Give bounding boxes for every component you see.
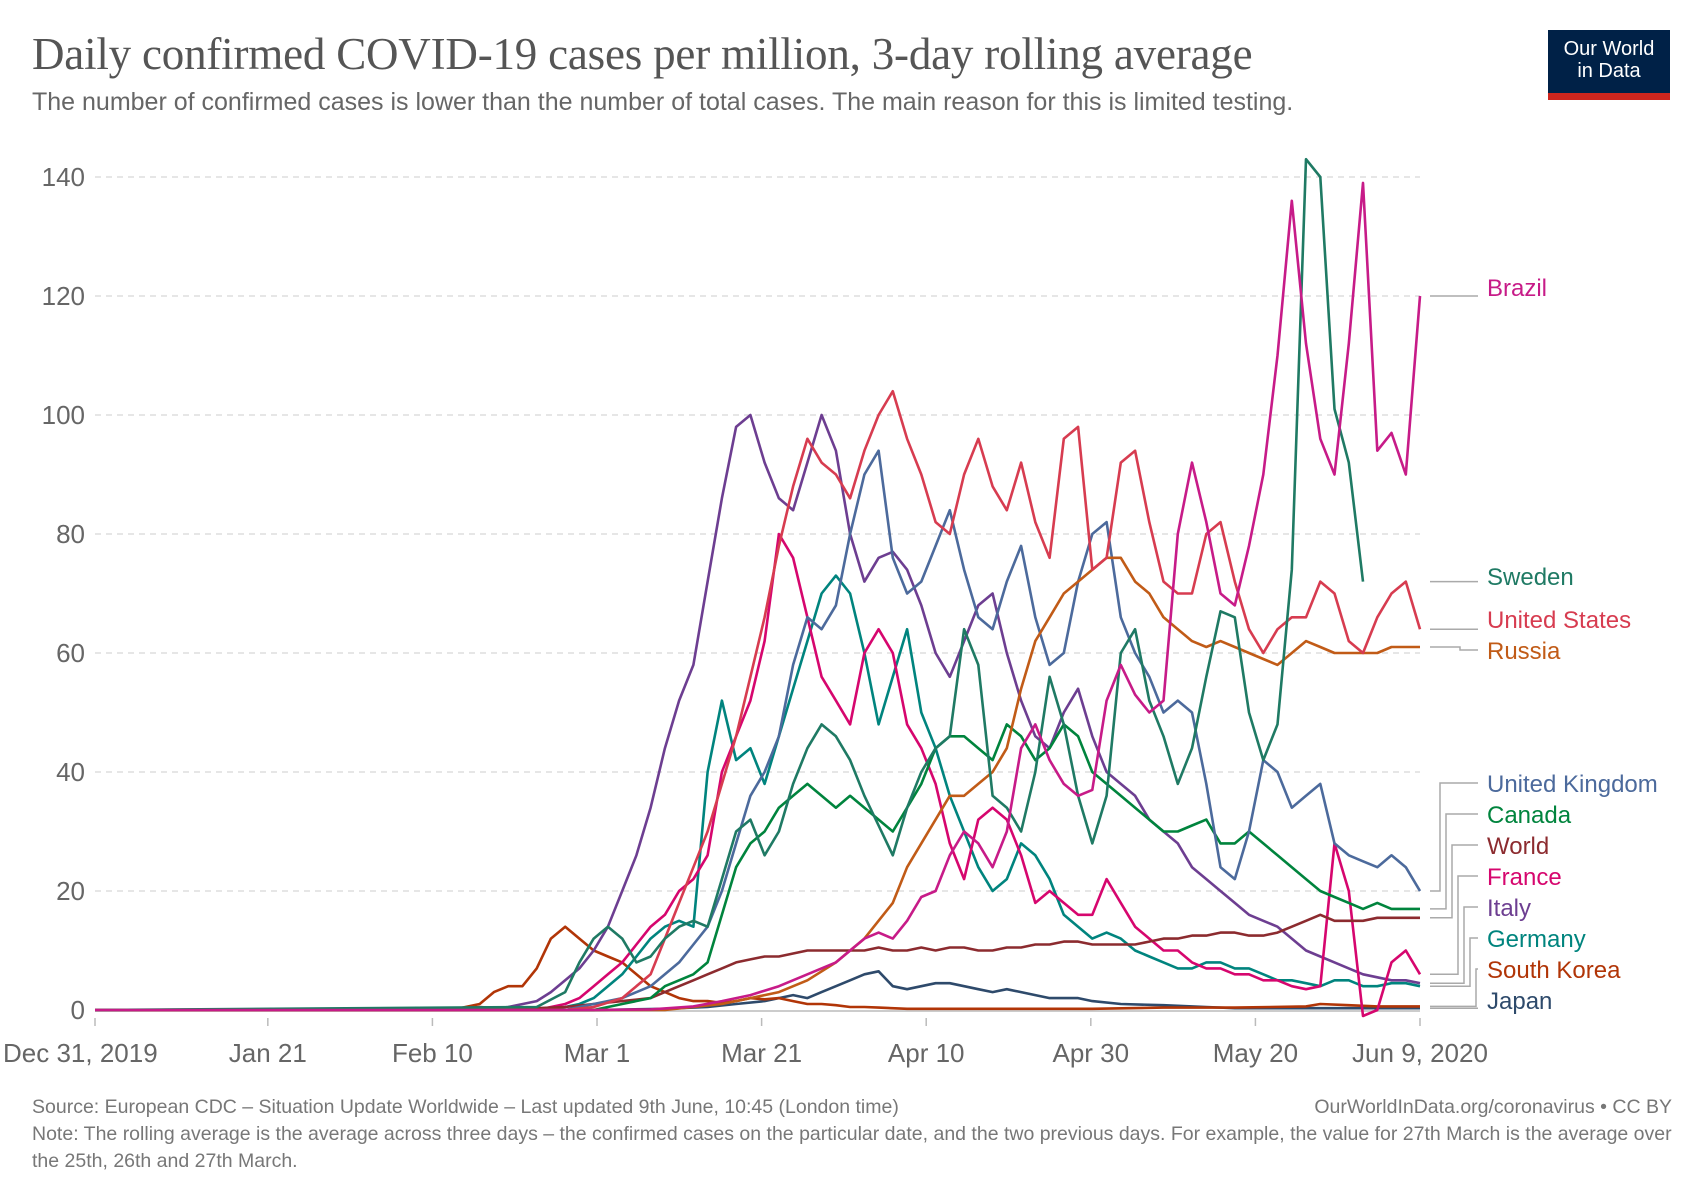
- legend-label-japan[interactable]: Japan: [1487, 988, 1552, 1015]
- x-axis: Dec 31, 2019 Jan 21 Feb 10 Mar 1 Mar 21 Apr 1…: [3, 1010, 1488, 1068]
- legend-leader-line: [1430, 844, 1478, 919]
- source-url-link[interactable]: OurWorldInData.org/coronavirus • CC BY: [1314, 1096, 1672, 1118]
- legend-leader-line: [1430, 968, 1478, 1008]
- legend-leader-line: [1430, 875, 1478, 976]
- y-tick-label: 140: [42, 162, 85, 192]
- legend-leader-line: [1430, 782, 1478, 892]
- chart-footer: Source: European CDC – Situation Update …: [32, 1094, 1672, 1175]
- series-line-united-kingdom[interactable]: [95, 449, 1422, 1012]
- y-tick-label: 80: [56, 519, 85, 549]
- y-tick-label: 120: [42, 281, 85, 311]
- x-tick-label: Apr 30: [1053, 1038, 1130, 1068]
- series-line-italy[interactable]: [95, 413, 1421, 1012]
- series-lines: [94, 157, 1422, 1018]
- x-tick-label: Jun 9, 2020: [1352, 1038, 1488, 1068]
- series-line-canada[interactable]: [95, 723, 1420, 1012]
- legend-label-italy[interactable]: Italy: [1487, 895, 1531, 922]
- x-tick-label: Mar 1: [564, 1038, 630, 1068]
- legend-leader-line: [1430, 937, 1478, 987]
- line-chart: 0 20 40 60 80 100 120 140 Dec 31, 2019 Jan 21 Feb…: [3, 157, 1658, 1068]
- legend-label-france[interactable]: France: [1487, 864, 1562, 891]
- x-tick-label: Feb 10: [392, 1038, 473, 1068]
- legend-label-germany[interactable]: Germany: [1487, 926, 1586, 953]
- chart-title: Daily confirmed COVID-19 cases per milli…: [32, 29, 1253, 79]
- series-line-france[interactable]: [95, 532, 1422, 1018]
- y-tick-label: 0: [71, 995, 85, 1025]
- legend-label-sweden[interactable]: Sweden: [1487, 564, 1574, 591]
- series-line-sweden[interactable]: [94, 157, 1365, 1012]
- legend-leader-line: [1430, 906, 1478, 984]
- x-tick-label: Jan 21: [229, 1038, 307, 1068]
- logo-accent-bar: [1548, 93, 1670, 100]
- legend-leader-line: [1430, 813, 1478, 910]
- y-tick-label: 40: [56, 757, 85, 787]
- x-tick-label: Mar 21: [721, 1038, 802, 1068]
- chart-subtitle: The number of confirmed cases is lower t…: [32, 88, 1294, 116]
- legend-leader-line: [1430, 646, 1478, 651]
- legend-label-united-states[interactable]: United States: [1487, 607, 1631, 634]
- legend-label-world[interactable]: World: [1487, 833, 1549, 860]
- legend-label-canada[interactable]: Canada: [1487, 802, 1572, 829]
- series-line-japan[interactable]: [95, 970, 1420, 1012]
- x-tick-label: May 20: [1213, 1038, 1298, 1068]
- logo-line-2: in Data: [1577, 60, 1641, 82]
- y-tick-label: 100: [42, 400, 85, 430]
- legend-label-south-korea[interactable]: South Korea: [1487, 957, 1621, 984]
- series-line-united-states[interactable]: [95, 389, 1422, 1012]
- legend-label-brazil[interactable]: Brazil: [1487, 275, 1547, 302]
- series-line-germany[interactable]: [95, 574, 1421, 1012]
- series-line-brazil[interactable]: [95, 181, 1422, 1012]
- y-axis: 0 20 40 60 80 100 120 140: [42, 162, 85, 1025]
- y-tick-label: 60: [56, 638, 85, 668]
- x-tick-label: Dec 31, 2019: [3, 1038, 158, 1068]
- source-text: Source: European CDC – Situation Update …: [32, 1096, 899, 1118]
- logo-text: Our World in Data: [1548, 30, 1670, 82]
- x-tick-label: Apr 10: [888, 1038, 965, 1068]
- legend: Brazil Sweden United States Russia United Ki…: [1430, 275, 1658, 1015]
- y-tick-label: 20: [56, 876, 85, 906]
- logo-line-1: Our World: [1563, 38, 1655, 60]
- legend-label-russia[interactable]: Russia: [1487, 638, 1561, 665]
- series-line-world[interactable]: [94, 913, 1420, 1012]
- owid-logo[interactable]: Our World in Data: [1548, 30, 1670, 100]
- gridlines: [95, 176, 1420, 892]
- legend-label-united-kingdom[interactable]: United Kingdom: [1487, 771, 1658, 798]
- note-text: Note: The rolling average is the average…: [32, 1123, 1672, 1172]
